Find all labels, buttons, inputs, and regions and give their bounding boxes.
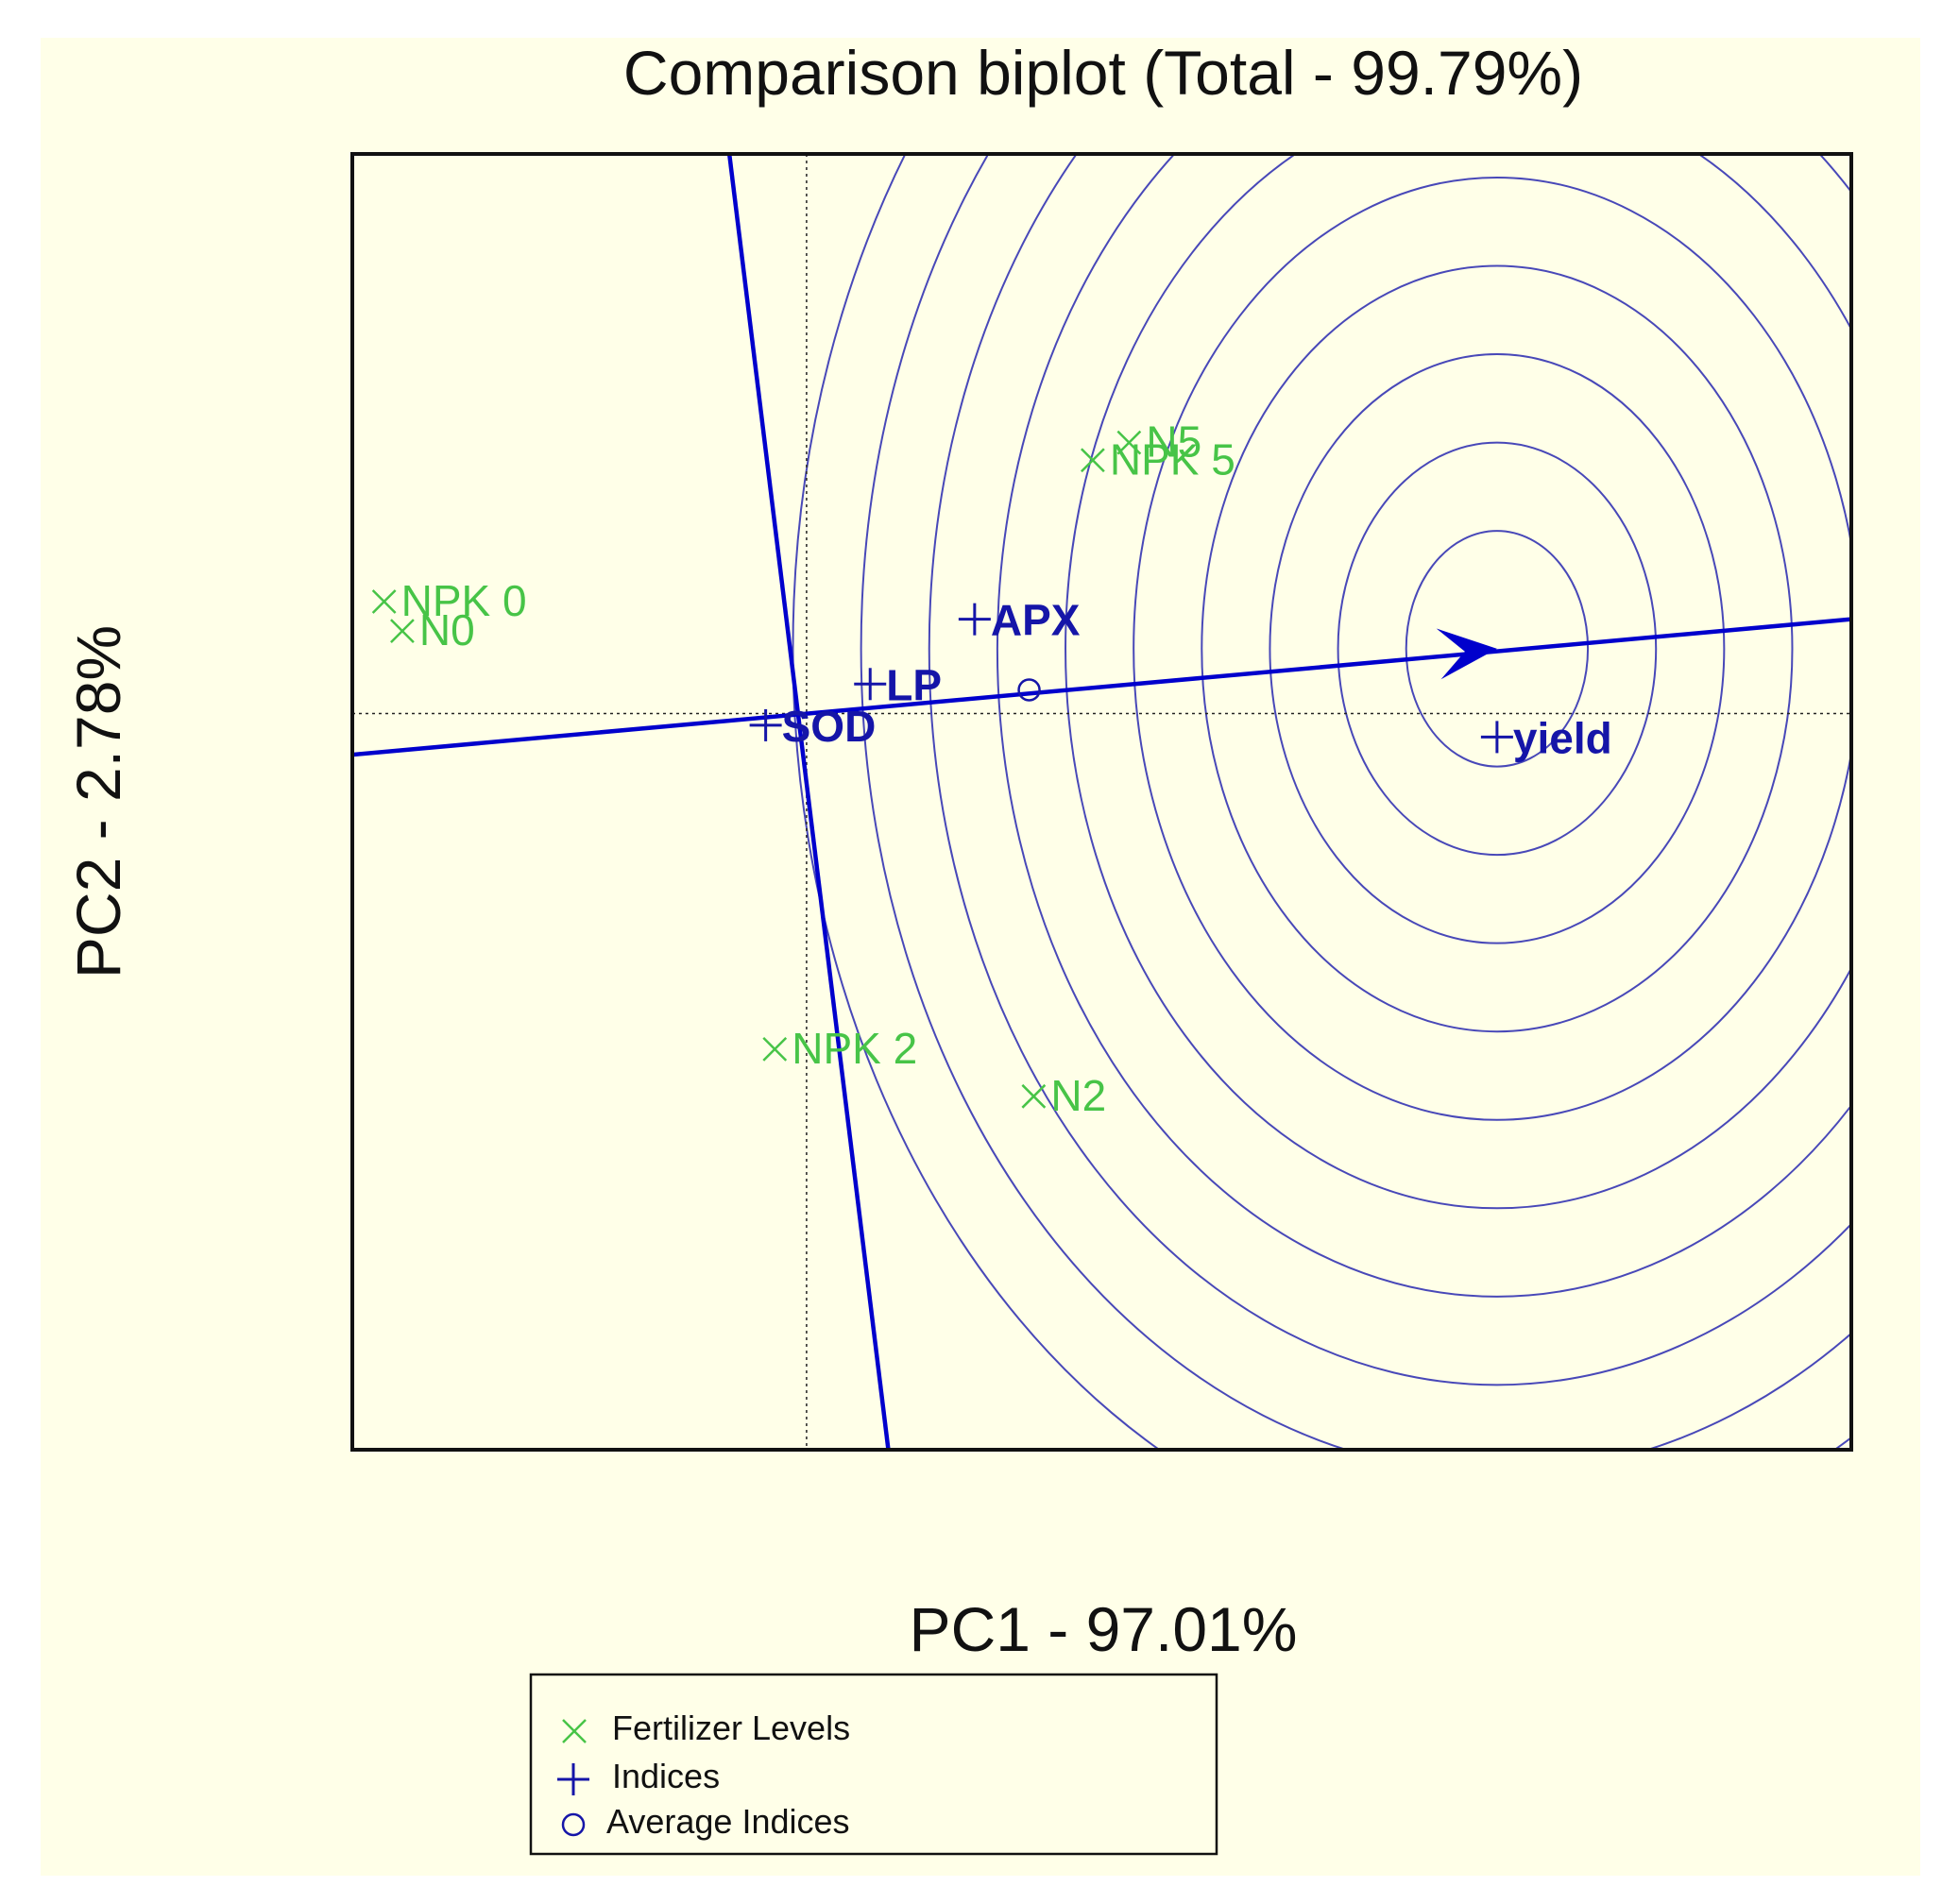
fertilizer-label-n5: N5	[1146, 417, 1201, 467]
index-label-sod: SOD	[782, 702, 877, 751]
legend: Fertilizer Levels Indices Average Indice…	[529, 1673, 1218, 1856]
fertilizer-label-n2: N2	[1050, 1071, 1106, 1120]
fertilizer-marker-npk-0	[371, 589, 397, 614]
concentric-circle-1	[1405, 530, 1590, 768]
plot-frame	[350, 152, 1853, 1452]
concentric-circle-2	[1337, 441, 1658, 857]
fertilizer-label-npk-0: NPK 0	[401, 576, 527, 625]
concentric-circle-6	[1065, 154, 1851, 1210]
fertilizer-marker-n0-stroke-b	[390, 619, 415, 644]
concentric-circle-5	[1133, 177, 1851, 1121]
concentric-circle-8	[928, 154, 1851, 1386]
concentric-circle-9	[860, 154, 1851, 1450]
fertilizer-marker-n2	[1021, 1083, 1047, 1109]
perpendicular-axis	[726, 154, 891, 1450]
average-axis-arrowhead	[1436, 628, 1497, 680]
legend-label-indices: Indices	[612, 1757, 720, 1795]
index-marker-apx	[958, 603, 991, 636]
index-marker-yield	[1480, 721, 1513, 754]
legend-box	[529, 1673, 1218, 1856]
fertilizer-marker-n2-stroke-b	[1021, 1083, 1047, 1109]
concentric-circle-7	[997, 154, 1851, 1298]
index-label-apx: APX	[991, 596, 1081, 645]
chart-title: Comparison biplot (Total - 99.79%)	[623, 38, 1583, 108]
fertilizer-marker-n5	[1116, 430, 1142, 455]
fertilizer-marker-npk-0-stroke-b	[371, 589, 397, 614]
index-label-lp: LP	[886, 660, 942, 709]
fertilizer-label-npk-5: NPK 5	[1110, 434, 1235, 484]
fertilizer-marker-npk-2-stroke-b	[762, 1037, 788, 1062]
average-indices-marker	[1017, 678, 1041, 702]
legend-marker-average	[561, 1812, 586, 1837]
legend-label-average: Average Indices	[606, 1802, 850, 1841]
fertilizer-marker-npk-5-stroke-b	[1080, 448, 1105, 473]
index-marker-sod	[749, 708, 782, 741]
fertilizer-marker-npk-5	[1080, 448, 1105, 473]
fertilizer-marker-npk-2	[762, 1037, 788, 1062]
legend-marker-indices	[557, 1763, 589, 1795]
average-indices-axis	[352, 617, 1851, 757]
fertilizer-label-n0: N0	[419, 605, 475, 654]
index-label-yield: yield	[1513, 713, 1612, 762]
y-axis-label: PC2 - 2.78%	[63, 625, 133, 978]
fertilizer-label-npk-2: NPK 2	[792, 1024, 917, 1073]
concentric-circle-4	[1201, 264, 1794, 1033]
concentric-circle-3	[1269, 353, 1726, 944]
fertilizer-marker-n0	[390, 619, 415, 644]
index-marker-lp	[854, 668, 887, 701]
legend-marker-fertilizer	[562, 1719, 587, 1743]
concentric-circle-10	[792, 154, 1851, 1450]
legend-label-fertilizer: Fertilizer Levels	[612, 1708, 850, 1747]
x-axis-label: PC1 - 97.01%	[910, 1594, 1298, 1664]
fertilizer-marker-n5-stroke-b	[1116, 430, 1142, 455]
